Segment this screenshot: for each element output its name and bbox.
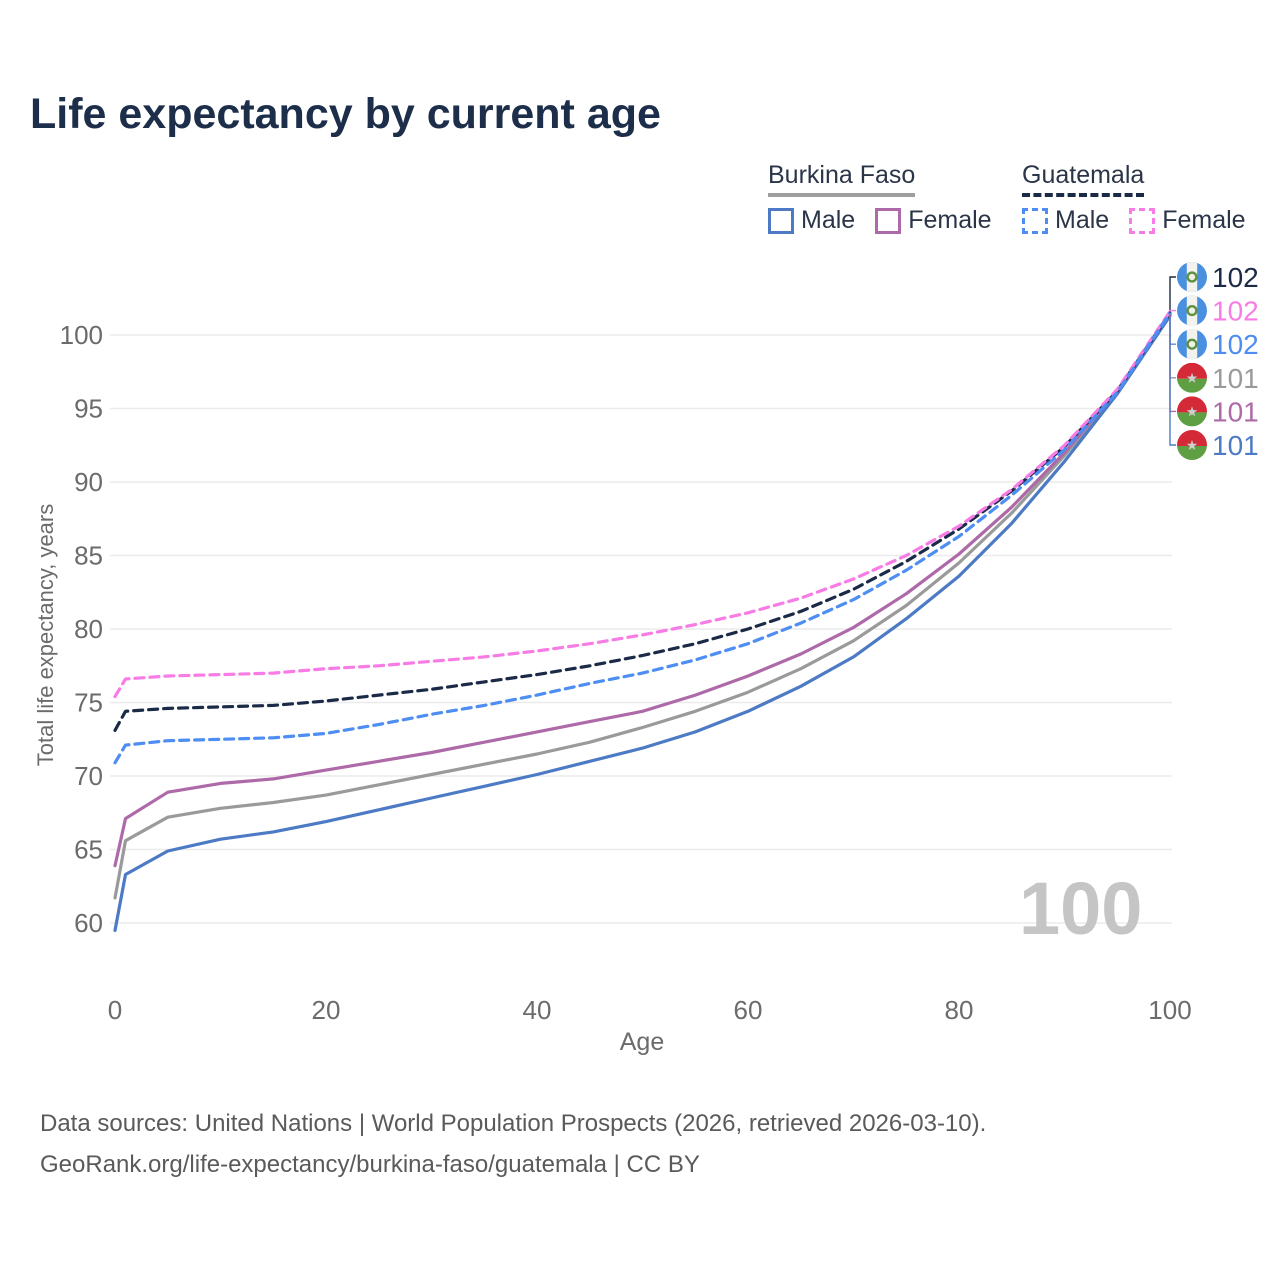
flag-stripe — [1177, 362, 1207, 379]
x-tick-label: 40 — [523, 995, 552, 1025]
flag-clip-group — [1177, 362, 1207, 393]
series-line-burkina-faso-female[interactable] — [113, 312, 1172, 868]
flag-emblem — [1186, 338, 1198, 350]
flag-icon-guatemala — [1177, 329, 1207, 360]
legend-item-label: Female — [1162, 206, 1246, 234]
legend-item-label: Female — [908, 206, 992, 234]
y-tick-label: 80 — [74, 614, 103, 644]
x-tick-label: 20 — [312, 995, 341, 1025]
data-sources-line: Data sources: United Nations | World Pop… — [40, 1110, 987, 1137]
end-value-label-burkina-faso-male: 101 — [1212, 430, 1259, 461]
flag-clip-group — [1177, 295, 1207, 326]
flag-stripe — [1177, 412, 1207, 427]
flag-stripe — [1177, 430, 1207, 446]
flag-icon-burkina-faso — [1177, 362, 1207, 393]
y-tick-label: 100 — [60, 320, 103, 350]
flag-icon-guatemala — [1177, 262, 1207, 292]
y-tick-label: 65 — [74, 835, 103, 865]
end-label-connector — [1169, 309, 1176, 312]
y-tick-label: 75 — [74, 688, 103, 718]
flag-clip-group — [1177, 262, 1207, 292]
y-tick-label: 60 — [74, 908, 103, 938]
series-line-guatemala-female[interactable] — [113, 309, 1172, 699]
page-title: Life expectancy by current age — [30, 90, 661, 138]
flag-star — [1186, 372, 1198, 383]
flag-stripe — [1177, 378, 1207, 393]
y-tick-label: 95 — [74, 394, 103, 424]
series-line-guatemala-both-sexes[interactable] — [113, 311, 1172, 733]
end-label-connector — [1169, 276, 1176, 313]
legend-country-guatemala[interactable]: Guatemala — [1022, 161, 1145, 197]
flag-icon-guatemala — [1177, 295, 1207, 326]
end-value-label-guatemala-male: 102 — [1212, 329, 1259, 360]
flag-clip-group — [1177, 329, 1207, 360]
legend-swatch-guatemala-female-icon — [1129, 207, 1156, 234]
end-label-connector — [1169, 314, 1176, 379]
flag-icon-burkina-faso — [1177, 396, 1207, 427]
x-tick-label: 0 — [108, 995, 122, 1025]
legend-item-burkina-faso-female[interactable]: Female — [875, 206, 992, 235]
x-tick-label: 80 — [945, 995, 974, 1025]
legend-item-guatemala-male[interactable]: Male — [1022, 206, 1109, 235]
flag-emblem — [1186, 271, 1198, 283]
series-line-guatemala-male[interactable] — [113, 311, 1172, 765]
flag-icon-burkina-faso — [1177, 430, 1207, 460]
series-line-burkina-faso-male[interactable] — [113, 314, 1172, 933]
legend-item-burkina-faso-male[interactable]: Male — [768, 206, 855, 235]
end-label-connector — [1169, 315, 1176, 446]
series-line-burkina-faso-both-sexes[interactable] — [113, 312, 1172, 900]
x-tick-label: 60 — [734, 995, 763, 1025]
footer: Data sources: United Nations | World Pop… — [40, 1104, 986, 1186]
legend-swatch-burkina-faso-male-icon — [768, 207, 794, 234]
end-label-connector — [1169, 313, 1176, 345]
flag-clip-group — [1177, 396, 1207, 427]
y-axis-title: Total life expectancy, years — [33, 503, 58, 767]
legend-item-label: Male — [801, 206, 856, 234]
legend-swatch-guatemala-male-icon — [1022, 207, 1048, 234]
attribution-line: GeoRank.org/life-expectancy/burkina-faso… — [40, 1150, 700, 1178]
x-axis-title: Age — [619, 1028, 665, 1056]
x-tick-label: 100 — [1148, 995, 1191, 1025]
end-value-label-guatemala-female: 102 — [1212, 296, 1259, 327]
flag-clip-group — [1177, 430, 1207, 460]
legend-group-guatemala: Guatemala Male Female — [1022, 161, 1266, 235]
flag-star — [1186, 439, 1198, 451]
legend-item-label: Male — [1055, 206, 1110, 234]
legend-group-burkina-faso: Burkina Faso Male Female — [768, 161, 1012, 235]
legend-country-burkina-faso[interactable]: Burkina Faso — [768, 161, 916, 197]
legend-swatch-burkina-faso-female-icon — [875, 207, 902, 234]
current-age-watermark: 100 — [1019, 867, 1143, 950]
legend-item-guatemala-female[interactable]: Female — [1129, 206, 1246, 235]
end-label-connector — [1169, 314, 1176, 413]
flag-emblem — [1186, 305, 1198, 317]
flag-star — [1186, 406, 1198, 417]
y-tick-label: 70 — [74, 761, 103, 791]
end-value-label-burkina-faso-female: 101 — [1212, 396, 1259, 427]
flag-stripe — [1177, 396, 1207, 413]
end-value-label-guatemala-both-sexes: 102 — [1212, 262, 1259, 293]
flag-stripe — [1177, 446, 1207, 460]
y-tick-label: 90 — [74, 467, 103, 497]
end-value-label-burkina-faso-both-sexes: 101 — [1212, 363, 1259, 394]
y-tick-label: 85 — [74, 541, 103, 571]
